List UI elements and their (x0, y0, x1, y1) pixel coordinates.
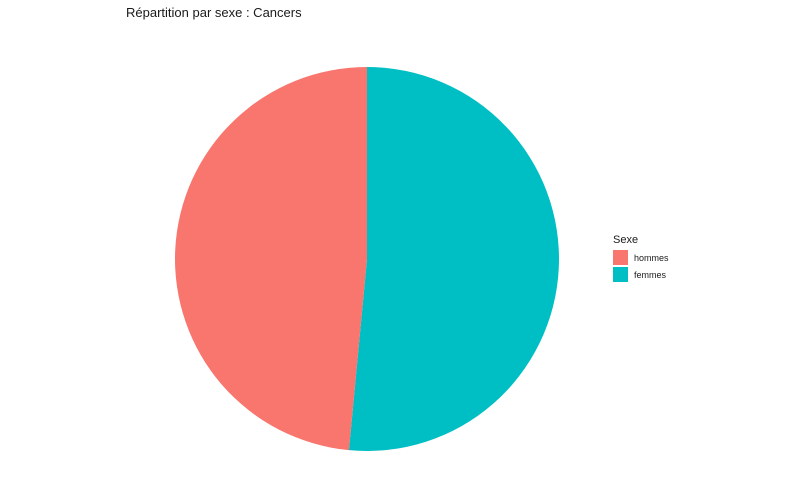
legend-item-femmes: femmes (613, 266, 669, 283)
legend-item-hommes: hommes (613, 249, 669, 266)
pie-slice-femmes (348, 67, 559, 451)
legend-title: Sexe (613, 234, 639, 246)
legend-key-femmes (613, 267, 628, 282)
pie-slice-hommes (175, 67, 367, 451)
legend-label-femmes: femmes (634, 269, 667, 280)
legend: Sexe hommes femmes (613, 234, 669, 283)
legend-key-hommes (613, 250, 628, 265)
chart-title: Répartition par sexe : Cancers (126, 5, 302, 20)
legend-label-hommes: hommes (634, 252, 669, 263)
